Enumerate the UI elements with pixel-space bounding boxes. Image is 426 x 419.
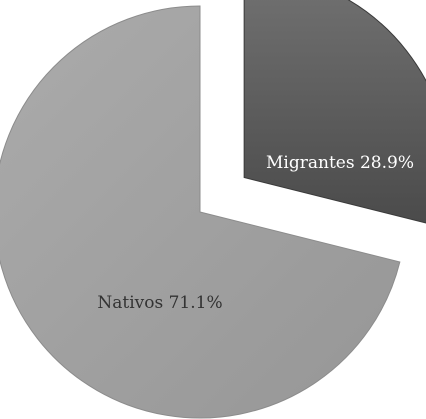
pie-slice-nativos [0, 5, 401, 419]
slice-label-nativos: Nativos 71.1% [97, 293, 222, 313]
pie-slice-migrantes [243, 0, 426, 224]
slice-label-migrantes: Migrantes 28.9% [266, 153, 414, 173]
